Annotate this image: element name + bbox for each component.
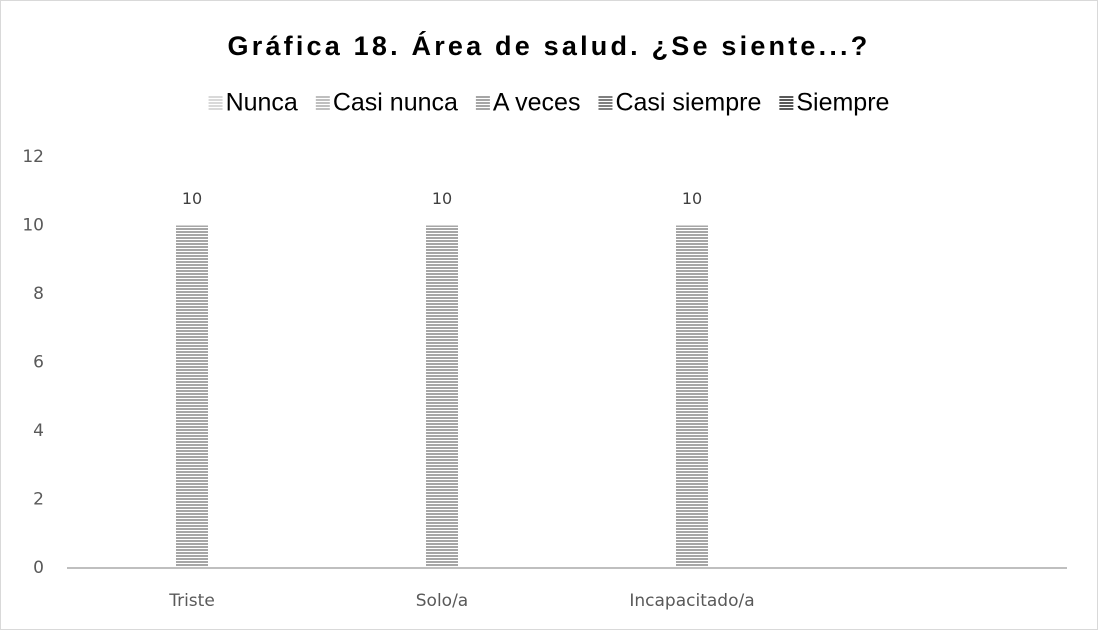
- legend-swatch: [315, 96, 330, 110]
- chart-title: Gráfica 18. Área de salud. ¿Se siente...…: [228, 30, 871, 61]
- legend-swatch: [475, 96, 490, 110]
- y-tick-label: 0: [33, 558, 44, 578]
- legend-swatch: [779, 96, 794, 110]
- y-tick-label: 8: [33, 284, 44, 304]
- bar: [176, 225, 208, 568]
- legend-label: Casi nunca: [333, 89, 458, 117]
- bar: [426, 225, 458, 568]
- y-tick-label: 2: [33, 490, 44, 510]
- x-tick-label: Incapacitado/a: [629, 591, 754, 611]
- x-tick-label: Solo/a: [416, 591, 468, 611]
- x-tick-label: Triste: [168, 591, 215, 611]
- y-tick-label: 12: [22, 147, 44, 167]
- data-label: 10: [432, 189, 452, 208]
- data-label: 10: [682, 189, 702, 208]
- legend-label: A veces: [493, 89, 581, 117]
- y-tick-label: 4: [33, 421, 44, 441]
- legend-swatch: [208, 96, 223, 110]
- legend-label: Siempre: [796, 89, 889, 117]
- data-label: 10: [182, 189, 202, 208]
- y-tick-label: 10: [22, 216, 44, 236]
- y-tick-label: 6: [33, 353, 44, 373]
- legend-label: Nunca: [226, 89, 298, 117]
- bar: [676, 225, 708, 568]
- legend-label: Casi siempre: [615, 89, 761, 117]
- legend-swatch: [598, 96, 613, 110]
- legend: Nunca Casi nunca A veces Casi siempre Siempr…: [208, 89, 889, 117]
